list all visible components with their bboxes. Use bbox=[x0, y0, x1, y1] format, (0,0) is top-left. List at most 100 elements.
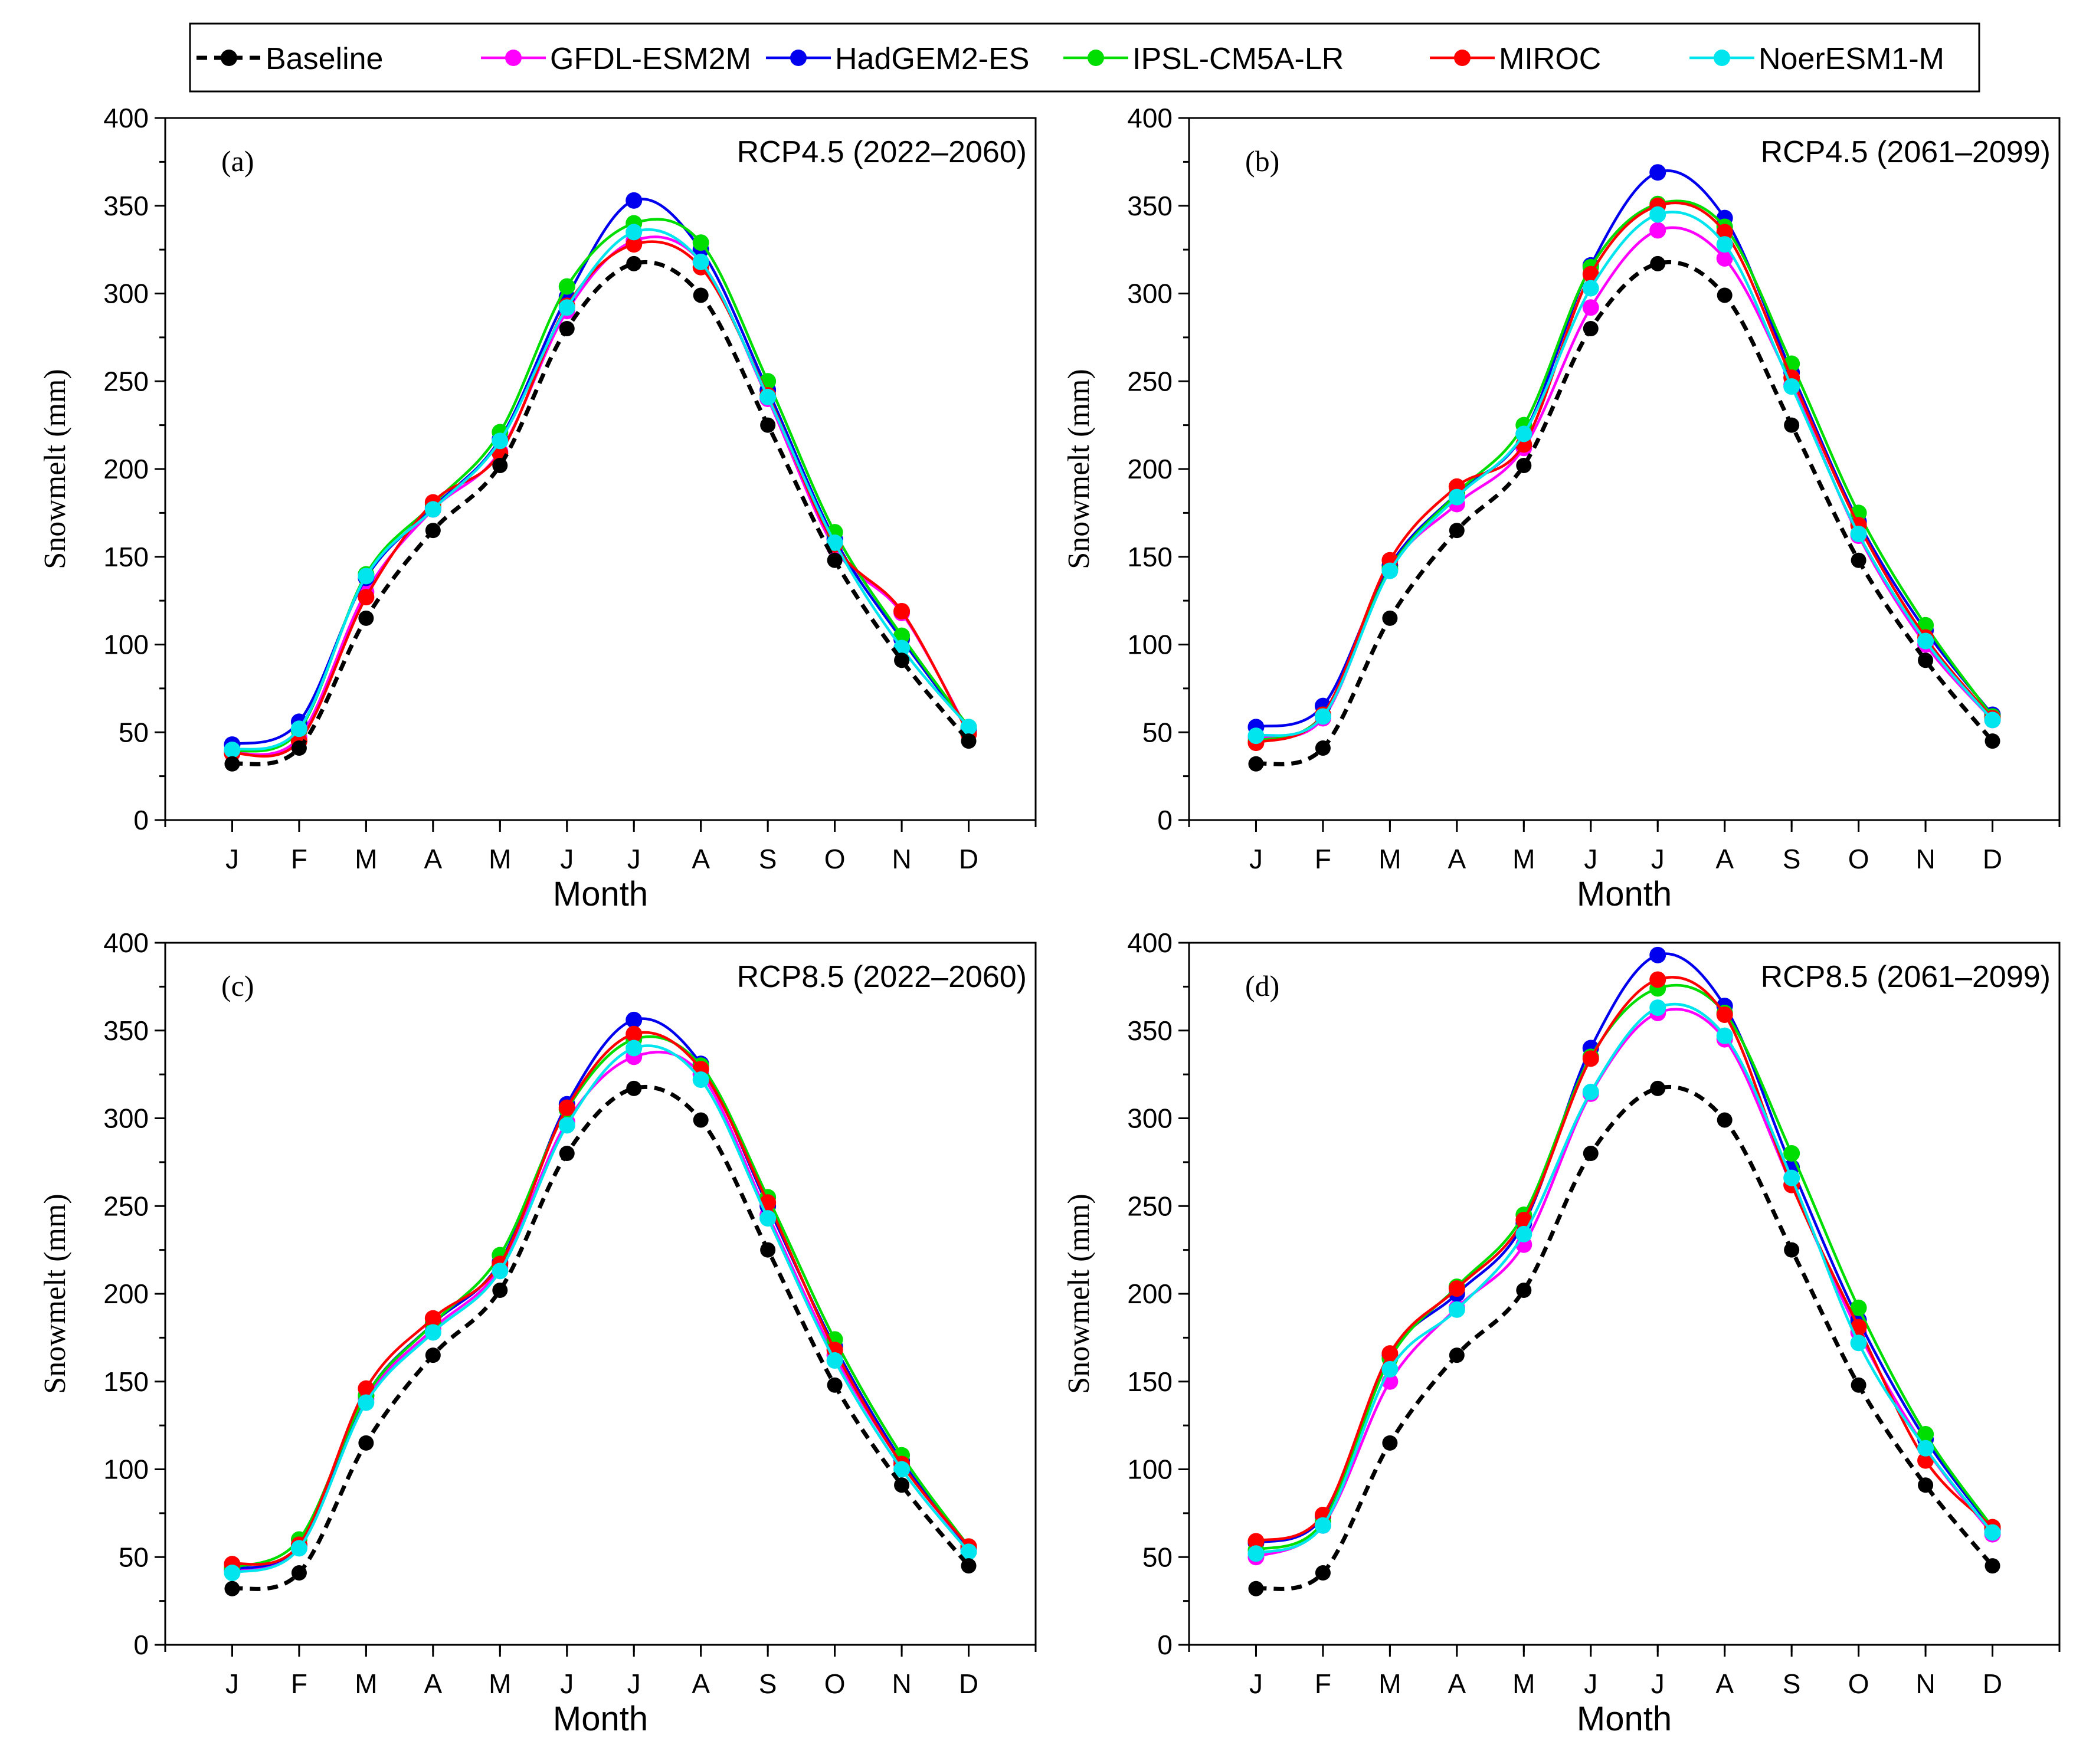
series-line bbox=[1255, 1002, 1994, 1555]
data-point bbox=[626, 236, 643, 253]
data-point bbox=[826, 534, 843, 551]
x-tick-label: J bbox=[1651, 1668, 1665, 1699]
x-tick-label: F bbox=[291, 1668, 307, 1699]
data-point bbox=[1917, 1452, 1934, 1469]
data-point bbox=[492, 458, 508, 474]
y-tick-label: 300 bbox=[1127, 278, 1173, 309]
data-point bbox=[1650, 1080, 1666, 1096]
data-point bbox=[894, 653, 910, 668]
data-point bbox=[1448, 488, 1465, 506]
data-point bbox=[1985, 733, 2000, 749]
x-tick-label: N bbox=[1915, 1668, 1935, 1699]
data-point bbox=[692, 253, 709, 270]
data-point bbox=[693, 1112, 709, 1128]
y-tick-label: 100 bbox=[103, 1454, 149, 1485]
data-point bbox=[1582, 1050, 1599, 1067]
y-tick-label: 350 bbox=[103, 191, 149, 221]
data-point bbox=[692, 234, 709, 251]
data-point bbox=[425, 523, 441, 539]
x-axis-title: Month bbox=[553, 1700, 648, 1738]
data-point bbox=[1917, 1426, 1934, 1442]
y-tick-label: 100 bbox=[103, 629, 149, 660]
y-tick-label: 200 bbox=[103, 454, 149, 484]
x-tick-label: J bbox=[1249, 1668, 1263, 1699]
panels: 0 50 100 150 200 250 300 350 400 J F M A M J J A S O N D Mont… bbox=[38, 103, 2061, 1738]
series-noeresm1-m bbox=[1247, 206, 2001, 745]
data-point bbox=[1716, 236, 1733, 253]
data-point bbox=[358, 610, 374, 626]
series-line bbox=[1255, 169, 1994, 729]
data-point bbox=[558, 1117, 575, 1134]
x-tick-label: D bbox=[1983, 844, 2002, 874]
x-tick-label: F bbox=[1315, 844, 1331, 874]
data-point bbox=[290, 720, 307, 737]
x-tick-label: M bbox=[489, 1668, 511, 1699]
series-hadgem2-es bbox=[224, 192, 977, 753]
data-point bbox=[1851, 1377, 1866, 1393]
legend-marker bbox=[505, 50, 522, 66]
y-tick-label: 50 bbox=[119, 717, 149, 747]
data-point bbox=[693, 287, 709, 303]
data-point bbox=[1582, 280, 1599, 297]
y-tick-label: 0 bbox=[1157, 805, 1173, 835]
series-line bbox=[1255, 211, 1994, 737]
panel-title: RCP8.5 (2061–2099) bbox=[1761, 960, 2051, 994]
y-tick-label: 350 bbox=[1127, 191, 1173, 221]
series-line bbox=[231, 1084, 971, 1591]
series-hadgem2-es bbox=[1247, 164, 2001, 736]
series-miroc bbox=[224, 1025, 977, 1573]
data-point bbox=[1717, 1112, 1733, 1128]
y-axis-title: Snowmelt (mm) bbox=[1062, 1194, 1096, 1394]
x-tick-label: D bbox=[959, 1668, 978, 1699]
y-axis-title: Snowmelt (mm) bbox=[38, 1194, 72, 1394]
legend-marker bbox=[1088, 50, 1104, 66]
series-noeresm1-m bbox=[224, 224, 977, 758]
legend-item: IPSL-CM5A-LR bbox=[1063, 42, 1344, 76]
data-point bbox=[1247, 727, 1265, 745]
x-tick-label: S bbox=[759, 1668, 777, 1699]
series-line bbox=[231, 218, 970, 753]
x-tick-label: M bbox=[355, 1668, 377, 1699]
data-point bbox=[1783, 378, 1800, 395]
legend-item: Baseline bbox=[197, 42, 383, 76]
y-tick-label: 350 bbox=[103, 1015, 149, 1046]
data-point bbox=[1583, 321, 1599, 336]
data-point bbox=[827, 1377, 843, 1393]
data-point bbox=[492, 1263, 509, 1280]
data-point bbox=[1784, 1242, 1800, 1258]
x-tick-label: N bbox=[892, 1668, 911, 1699]
data-point bbox=[1918, 653, 1934, 668]
data-point bbox=[1650, 255, 1666, 271]
x-tick-label: A bbox=[692, 1668, 710, 1699]
data-point bbox=[1449, 1347, 1465, 1363]
series-line bbox=[1255, 1084, 1995, 1591]
series-line bbox=[231, 235, 970, 756]
data-point bbox=[626, 1011, 643, 1028]
data-point bbox=[626, 1040, 643, 1057]
data-point bbox=[1516, 1283, 1532, 1299]
data-point bbox=[1649, 999, 1666, 1017]
x-tick-label: F bbox=[291, 844, 307, 874]
data-point bbox=[1247, 1545, 1265, 1562]
data-point bbox=[358, 568, 375, 585]
y-tick-label: 50 bbox=[119, 1542, 149, 1572]
data-point bbox=[492, 1283, 508, 1299]
legend-item: GFDL-ESM2M bbox=[481, 42, 751, 76]
y-tick-label: 400 bbox=[1127, 103, 1173, 133]
data-point bbox=[1850, 1299, 1867, 1316]
data-point bbox=[1248, 1581, 1264, 1596]
legend-label: NoerESM1-M bbox=[1758, 42, 1944, 76]
x-tick-label: A bbox=[1448, 844, 1466, 874]
x-tick-label: N bbox=[1915, 844, 1935, 874]
panel-label: (b) bbox=[1245, 145, 1279, 178]
y-tick-label: 100 bbox=[1127, 1454, 1173, 1485]
data-point bbox=[358, 1435, 374, 1451]
y-tick-label: 150 bbox=[1127, 1366, 1173, 1397]
series-miroc bbox=[1247, 197, 2001, 752]
data-point bbox=[1449, 523, 1465, 539]
data-point bbox=[291, 1565, 307, 1581]
data-point bbox=[626, 1080, 642, 1096]
data-point bbox=[558, 1099, 575, 1116]
data-point bbox=[1515, 425, 1532, 442]
legend-label: HadGEM2-ES bbox=[835, 42, 1029, 76]
